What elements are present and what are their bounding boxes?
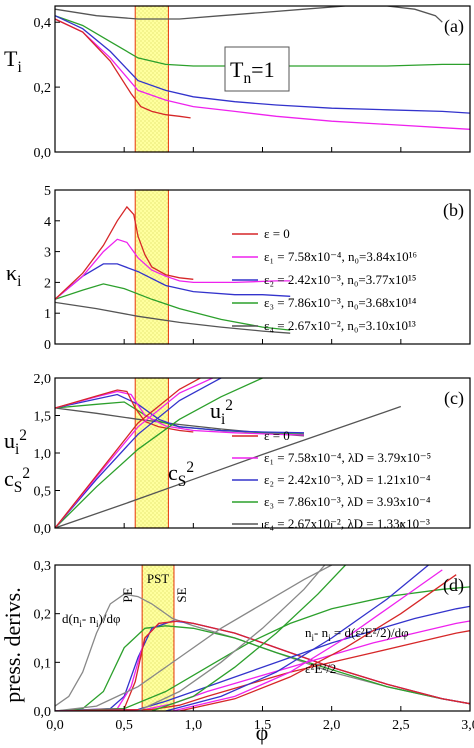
ytick-label-a-0: 0,0 <box>34 146 52 161</box>
region-label-se: SE <box>174 587 189 602</box>
lines-c <box>55 378 402 528</box>
line-d-series_energy-0 <box>55 565 333 711</box>
ytick-label-c-2: 1,0 <box>34 447 52 462</box>
legend-b-text-0: ε = 0 <box>264 226 290 241</box>
line-d-series_rising-3 <box>172 569 443 711</box>
annotation-d-energy: ε²E²/2 <box>305 661 336 676</box>
ylabel-b: κi <box>6 260 21 290</box>
line-a-series-0 <box>55 6 443 23</box>
line-a-series-4 <box>55 18 191 119</box>
panel-c: 0,0 0,5 1,0 1,5 2,0 (c) ui2 cS2 ui2 cS2 ε = 0 ε₁ = … <box>4 372 471 537</box>
line-c-series_ui2-1 <box>55 378 265 528</box>
line-c-series_ui2-0 <box>55 405 402 528</box>
legend-c-text-2: ε₂ = 2.42x10⁻³, λD = 1.21x10⁻⁴ <box>264 472 431 487</box>
ytick-label-a-1: 0,2 <box>34 81 52 96</box>
line-c-series_cs2-4 <box>55 389 194 433</box>
panel-label-d: (d) <box>443 575 464 596</box>
ytick-label-b-3: 3 <box>44 246 51 261</box>
legend-c-text-0: ε = 0 <box>264 428 290 443</box>
ytick-label-c-0: 0,0 <box>34 522 52 537</box>
xtick-label-d-5: 2,5 <box>392 718 410 733</box>
ytick-label-b-1: 1 <box>44 307 51 322</box>
xtick-label-d-2: 1,0 <box>185 718 203 733</box>
legend-b-text-2: ε₂ = 2.42x10⁻³, n₀=3.77x10¹⁵ <box>264 272 416 287</box>
ytick-label-c-3: 1,5 <box>34 410 52 425</box>
ytick-label-d-1: 0,1 <box>34 656 52 671</box>
ytick-label-a-2: 0,4 <box>34 16 52 31</box>
ylabel-a: Ti <box>4 46 22 76</box>
band-a <box>134 5 169 153</box>
ytick-label-d-2: 0,2 <box>34 608 52 623</box>
legend-b-text-1: ε₁ = 7.58x10⁻⁴, n₀=3.84x10¹⁶ <box>264 249 417 264</box>
xtick-label-d-0: 0,0 <box>46 718 64 733</box>
line-d-series_energy-1 <box>55 586 470 711</box>
ytick-label-d-3: 0,3 <box>34 559 52 574</box>
ytick-label-c-1: 0,5 <box>34 485 52 500</box>
line-d-series_energy-2 <box>55 605 470 711</box>
line-d-series_rising-0 <box>137 565 326 711</box>
line-b-series-1 <box>55 283 291 331</box>
line-c-series_cs2-2 <box>55 393 305 434</box>
line-c-series_cs2-1 <box>55 401 305 435</box>
ytick-label-b-5: 5 <box>44 184 51 199</box>
xtick-label-d-6: 3,0 <box>461 718 474 733</box>
legend-b-text-4: ε₄ = 2.67x10⁻², n₀=3.10x10¹³ <box>264 318 416 333</box>
line-a-series-1 <box>55 15 470 67</box>
panel-label-c: (c) <box>444 388 464 409</box>
panel-label-b: (b) <box>443 200 464 221</box>
ylabel-c-u: ui2 <box>4 427 27 458</box>
line-b-series-0 <box>55 301 291 334</box>
band-c <box>134 377 169 529</box>
line-d-series_rising-1 <box>151 565 346 711</box>
band-label-d: PST <box>147 571 169 586</box>
line-b-series-2 <box>55 263 291 300</box>
panel-b: 0 1 2 3 4 5 (b) κi ε = 0 ε₁ = 7.58x10⁻⁴, n₀=3.84x… <box>6 184 471 353</box>
line-d-series_rising-2 <box>165 565 429 711</box>
panel-a: 0,00,20,4 (a)Ti Tn=1 <box>4 5 471 161</box>
xtick-label-d-4: 2,0 <box>323 718 341 733</box>
annotation-c-cs2: cS2 <box>168 459 194 490</box>
legend-c-text-1: ε₁ = 7.58x10⁻⁴, λD = 3.79x10⁻⁵ <box>264 450 431 465</box>
legend-c-text-4: ε₄ = 2.67x10⁻², λD = 1.33x10⁻³ <box>264 516 430 531</box>
xtick-label-d-1: 0,5 <box>115 718 133 733</box>
xlabel-d: φ <box>256 720 269 745</box>
panel-d: 0,0 0,1 0,2 0,3 0,0 0,5 1,0 1,5 2,0 2,5 3,0 (d) pres… <box>0 559 474 745</box>
line-d-series_deriv-0 <box>55 593 470 707</box>
line-c-series_ui2-2 <box>55 378 223 528</box>
ylabel-c-cs: cS2 <box>4 465 30 496</box>
lines-d <box>55 565 470 711</box>
line-d-series_deriv-1 <box>55 625 470 711</box>
legend-b-text-3: ε₃ = 7.86x10⁻³, n₀=3.68x10¹⁴ <box>264 295 417 310</box>
line-c-series_ui2-3 <box>55 378 215 528</box>
ytick-label-c-4: 2,0 <box>34 372 52 387</box>
xtick-label-d-3: 1,5 <box>254 718 272 733</box>
annotation-d-identity: ni- ni = d(ε²E²/2)/dφ <box>305 625 409 643</box>
annotation-box-a <box>224 46 290 92</box>
ytick-label-b-4: 4 <box>44 215 51 230</box>
panel-label-a: (a) <box>444 16 464 37</box>
lines-a <box>55 6 470 130</box>
line-c-series_ui2-4 <box>55 378 202 528</box>
ytick-label-b-2: 2 <box>44 276 51 291</box>
line-b-series-3 <box>55 238 291 300</box>
annotation-d-deriv: d(ni- ni)/dφ <box>62 611 120 629</box>
ylabel-d: press. derivs. <box>0 587 25 702</box>
annotation-c-ui2: ui2 <box>210 397 233 428</box>
line-d-series_rising-4 <box>179 574 457 711</box>
line-d-series_energy-3 <box>55 620 470 711</box>
line-d-series_deriv-4 <box>55 620 470 711</box>
line-a-series-2 <box>55 15 470 114</box>
lines-b <box>55 205 291 334</box>
line-b-series-4 <box>55 205 194 300</box>
line-a-series-3 <box>55 18 470 130</box>
ytick-label-d-0: 0,0 <box>34 705 52 720</box>
legend-c-text-3: ε₃ = 7.86x10⁻³, λD = 3.93x10⁻⁴ <box>264 494 431 509</box>
ytick-label-b-0: 0 <box>44 338 51 353</box>
region-label-pe: PE <box>120 587 135 602</box>
